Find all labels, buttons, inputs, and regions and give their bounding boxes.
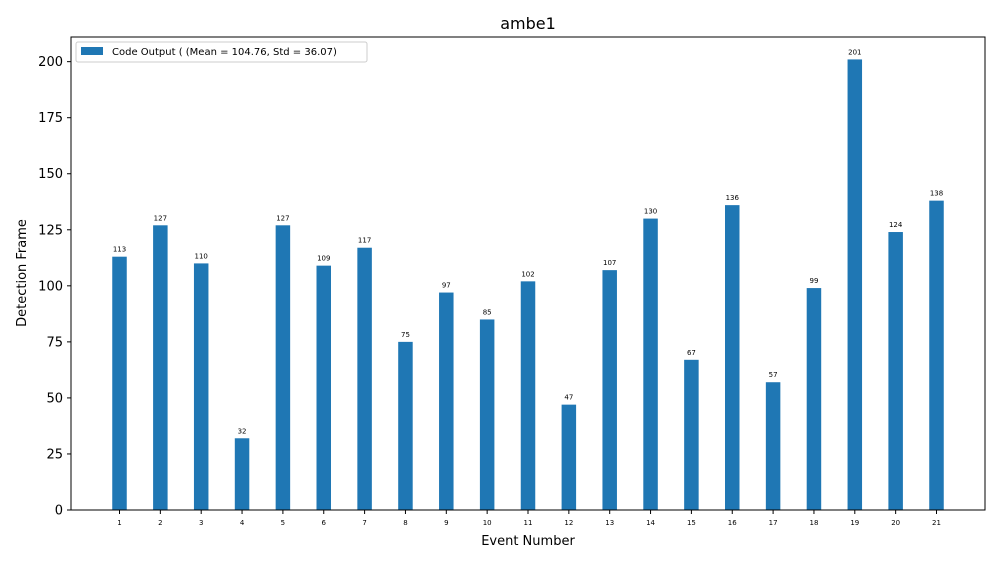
bar-value-label: 201 bbox=[848, 48, 861, 56]
y-tick-label: 175 bbox=[38, 111, 63, 126]
bar-value-label: 138 bbox=[930, 190, 943, 198]
x-tick-label: 7 bbox=[362, 519, 366, 527]
x-tick-label: 5 bbox=[281, 519, 285, 527]
x-tick-label: 1 bbox=[117, 519, 121, 527]
bar-value-label: 32 bbox=[238, 427, 247, 435]
x-tick-label: 3 bbox=[199, 519, 203, 527]
bar bbox=[193, 263, 209, 510]
bar bbox=[398, 341, 413, 510]
bar-value-label: 136 bbox=[726, 194, 740, 202]
y-tick-label: 0 bbox=[55, 504, 63, 519]
x-tick-label: 9 bbox=[444, 519, 448, 527]
legend-box bbox=[75, 41, 368, 63]
x-tick-label: 13 bbox=[605, 519, 614, 527]
bar bbox=[847, 59, 863, 511]
x-tick-label: 20 bbox=[891, 519, 900, 527]
bar-value-label: 127 bbox=[154, 214, 167, 222]
x-tick-label: 12 bbox=[564, 519, 573, 527]
bar bbox=[357, 247, 372, 510]
x-tick-label: 14 bbox=[646, 519, 655, 527]
legend-swatch bbox=[81, 47, 103, 55]
x-tick-label: 21 bbox=[932, 519, 941, 527]
bar-value-label: 99 bbox=[809, 277, 818, 285]
bar-value-label: 113 bbox=[113, 246, 126, 254]
y-tick-label: 125 bbox=[38, 223, 63, 238]
bar bbox=[112, 256, 127, 510]
x-tick-label: 6 bbox=[322, 519, 327, 527]
bar bbox=[643, 218, 658, 510]
bar-value-label: 127 bbox=[276, 214, 289, 222]
bar bbox=[275, 225, 291, 511]
bar bbox=[153, 225, 168, 511]
x-tick-label: 16 bbox=[728, 519, 737, 527]
y-tick-label: 75 bbox=[46, 335, 63, 350]
bar bbox=[439, 292, 454, 510]
chart-title: ambe1 bbox=[500, 14, 556, 33]
x-axis-label: Event Number bbox=[481, 534, 575, 549]
bar-value-label: 75 bbox=[401, 331, 410, 339]
x-tick-label: 15 bbox=[687, 519, 696, 527]
y-tick-label: 50 bbox=[46, 391, 63, 406]
bar-value-label: 109 bbox=[317, 255, 330, 263]
x-tick-label: 11 bbox=[524, 519, 533, 527]
bar bbox=[929, 200, 944, 510]
bar bbox=[479, 319, 495, 510]
bar bbox=[561, 404, 577, 510]
bar-value-label: 85 bbox=[483, 308, 492, 316]
y-axis-label: Detection Frame bbox=[15, 219, 30, 327]
bar-value-label: 97 bbox=[442, 282, 451, 290]
bar bbox=[725, 205, 740, 510]
y-tick-label: 100 bbox=[38, 279, 63, 294]
bar-value-label: 67 bbox=[687, 349, 696, 357]
bar bbox=[765, 382, 781, 510]
bar-value-label: 130 bbox=[644, 208, 657, 216]
bar-value-label: 47 bbox=[564, 394, 573, 402]
bar-value-label: 110 bbox=[195, 252, 208, 260]
x-tick-label: 8 bbox=[403, 519, 407, 527]
bar bbox=[316, 265, 331, 510]
bar-value-label: 102 bbox=[521, 270, 534, 278]
bar-value-label: 124 bbox=[889, 221, 903, 229]
bar-value-label: 107 bbox=[603, 259, 616, 267]
bar bbox=[806, 288, 822, 510]
plot-frame bbox=[70, 36, 986, 511]
bar-value-label: 117 bbox=[358, 237, 371, 245]
bar bbox=[602, 270, 617, 510]
x-tick-label: 4 bbox=[240, 519, 245, 527]
y-tick-label: 150 bbox=[38, 167, 63, 182]
y-tick-label: 25 bbox=[46, 447, 63, 462]
bar bbox=[520, 281, 536, 510]
x-tick-label: 2 bbox=[158, 519, 162, 527]
bar bbox=[684, 359, 699, 510]
y-tick-label: 200 bbox=[38, 55, 63, 70]
bar bbox=[234, 438, 250, 510]
x-tick-label: 19 bbox=[850, 519, 859, 527]
bar bbox=[888, 232, 903, 510]
legend-entry: Code Output ( (Mean = 104.76, Std = 36.0… bbox=[112, 47, 337, 58]
x-tick-label: 17 bbox=[769, 519, 778, 527]
legend: Code Output ( (Mean = 104.76, Std = 36.0… bbox=[75, 41, 368, 63]
x-tick-label: 10 bbox=[483, 519, 492, 527]
bar-value-label: 57 bbox=[769, 371, 778, 379]
x-tick-label: 18 bbox=[809, 519, 818, 527]
